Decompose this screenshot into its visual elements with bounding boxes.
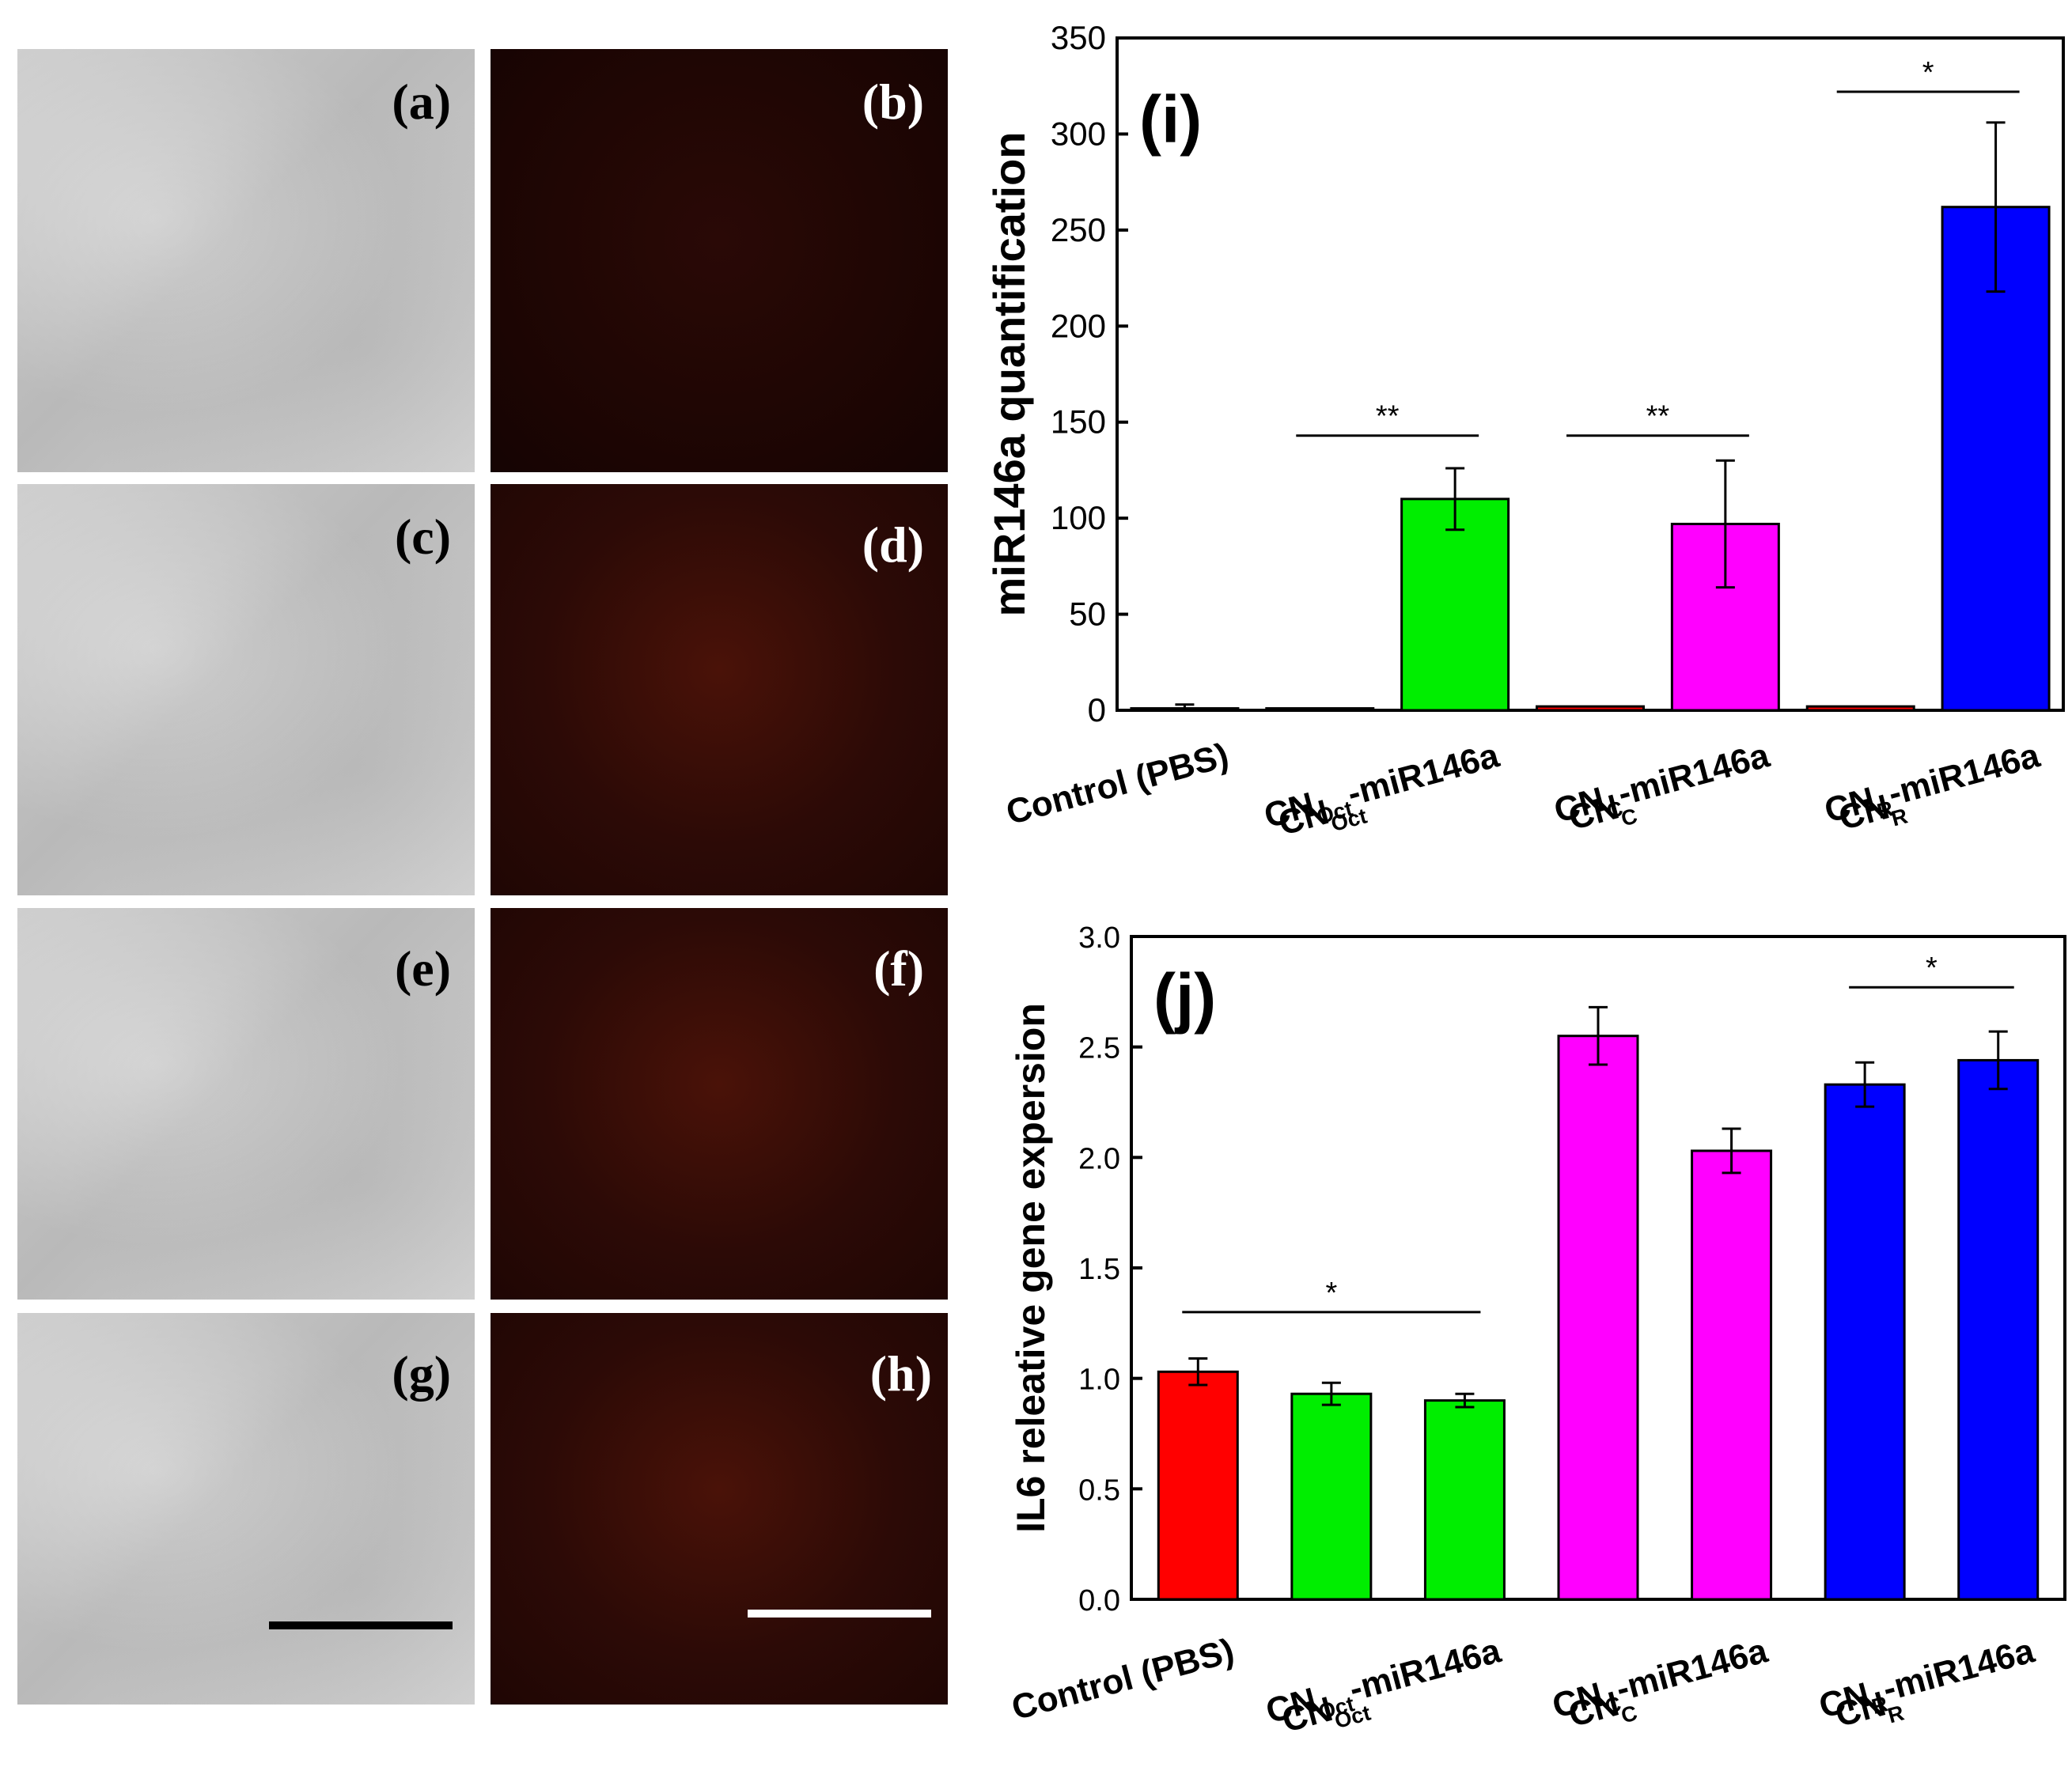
bar xyxy=(1423,1399,1506,1601)
bar xyxy=(1557,1035,1639,1601)
panel-label-g: (g) xyxy=(392,1345,451,1402)
panel-label-d: (d) xyxy=(862,516,924,573)
panel-label-f: (f) xyxy=(873,940,924,997)
x-tick-label: CNR-miR146a xyxy=(1815,1631,2040,1731)
x-tick-label-suffix: -miR146a xyxy=(1884,736,2044,813)
y-tick-label: 250 xyxy=(1051,211,1106,248)
plot-frame xyxy=(1116,36,2065,712)
chart-panel-label: (i) xyxy=(1139,82,1202,157)
micrograph-c: (c) xyxy=(17,484,475,895)
significance-label: ** xyxy=(1646,400,1670,433)
bar xyxy=(1265,707,1375,712)
x-tick-label-suffix: -miR146a xyxy=(1612,1631,1771,1708)
x-tick-label: CNC-miR146a xyxy=(1550,736,1775,836)
bar xyxy=(1290,1392,1373,1601)
x-tick-label: Control (PBS) xyxy=(1002,736,1233,832)
x-tick-label-suffix: -miR146a xyxy=(1614,736,1774,813)
scale-bar xyxy=(748,1610,931,1618)
bar xyxy=(1957,1058,2040,1601)
y-tick-label: 150 xyxy=(1051,403,1106,441)
micrograph-a: (a) xyxy=(17,49,475,472)
panel-label-e: (e) xyxy=(394,940,451,997)
x-tick-label: CNOct-miR146a xyxy=(1262,1631,1507,1737)
bar xyxy=(1805,705,1915,712)
y-tick-label: 350 xyxy=(1051,19,1106,56)
micrograph-f: (f) xyxy=(491,908,948,1300)
y-tick-label: 100 xyxy=(1051,499,1106,536)
scale-bar xyxy=(269,1621,453,1629)
significance-label: ** xyxy=(1376,400,1400,433)
chart-i: 0 50 100 150 200 250 300 350 miR146a quantificat… xyxy=(984,19,2065,843)
chart-panel-label: (j) xyxy=(1153,960,1216,1035)
y-tick-label: 2.5 xyxy=(1078,1032,1120,1065)
y-tick-label: 1.0 xyxy=(1078,1364,1120,1397)
significance-label: * xyxy=(1926,952,1938,985)
x-tick-label: CNR-miR146a xyxy=(1820,736,2046,836)
y-tick-label: 0 xyxy=(1088,691,1106,728)
micrograph-g: (g) xyxy=(17,1313,475,1705)
y-tick-label: 200 xyxy=(1051,307,1106,344)
y-tick-label: 0.5 xyxy=(1078,1474,1120,1507)
x-tick-label: CNOct-miR146a xyxy=(1260,736,1506,842)
chart-j: 0.0 0.5 1.0 1.5 2.0 2.5 3.0 IL6 releative gene … xyxy=(1008,921,2066,1740)
micrograph-b: (b) xyxy=(491,49,948,472)
micrograph-h: (h) xyxy=(491,1313,948,1705)
x-tick-label-main: Control (PBS) xyxy=(1002,736,1233,832)
x-tick-label-suffix: -miR146a xyxy=(1879,1631,2039,1708)
x-tick-label-main: Control (PBS) xyxy=(1008,1631,1238,1727)
significance-label: * xyxy=(1325,1277,1337,1310)
micrograph-d: (d) xyxy=(491,484,948,895)
panel-label-c: (c) xyxy=(394,509,451,565)
y-tick-label: 0.0 xyxy=(1078,1584,1120,1618)
y-tick-label: 2.0 xyxy=(1078,1142,1120,1175)
x-tick-label-suffix: -miR146a xyxy=(1343,736,1503,813)
bar xyxy=(1157,1370,1239,1601)
panel-label-h: (h) xyxy=(869,1345,932,1402)
x-tick-label-suffix: -miR146a xyxy=(1345,1631,1505,1708)
significance-label: * xyxy=(1922,56,1934,89)
y-tick-label: 50 xyxy=(1069,596,1106,633)
x-tick-label: CNC-miR146a xyxy=(1548,1631,1774,1731)
bar xyxy=(1536,705,1645,712)
y-tick-label: 3.0 xyxy=(1078,921,1120,955)
y-axis-label: miR146a quantification xyxy=(984,131,1034,616)
panel-label-b: (b) xyxy=(862,74,924,130)
bar xyxy=(1824,1083,1906,1601)
y-tick-label: 300 xyxy=(1051,115,1106,152)
bar xyxy=(1691,1149,1773,1601)
y-axis-label: IL6 releative gene expersion xyxy=(1009,1003,1053,1533)
micrograph-e: (e) xyxy=(17,908,475,1300)
y-tick-label: 1.5 xyxy=(1078,1253,1120,1286)
x-tick-label: Control (PBS) xyxy=(1008,1631,1238,1727)
panel-label-a: (a) xyxy=(392,74,451,130)
